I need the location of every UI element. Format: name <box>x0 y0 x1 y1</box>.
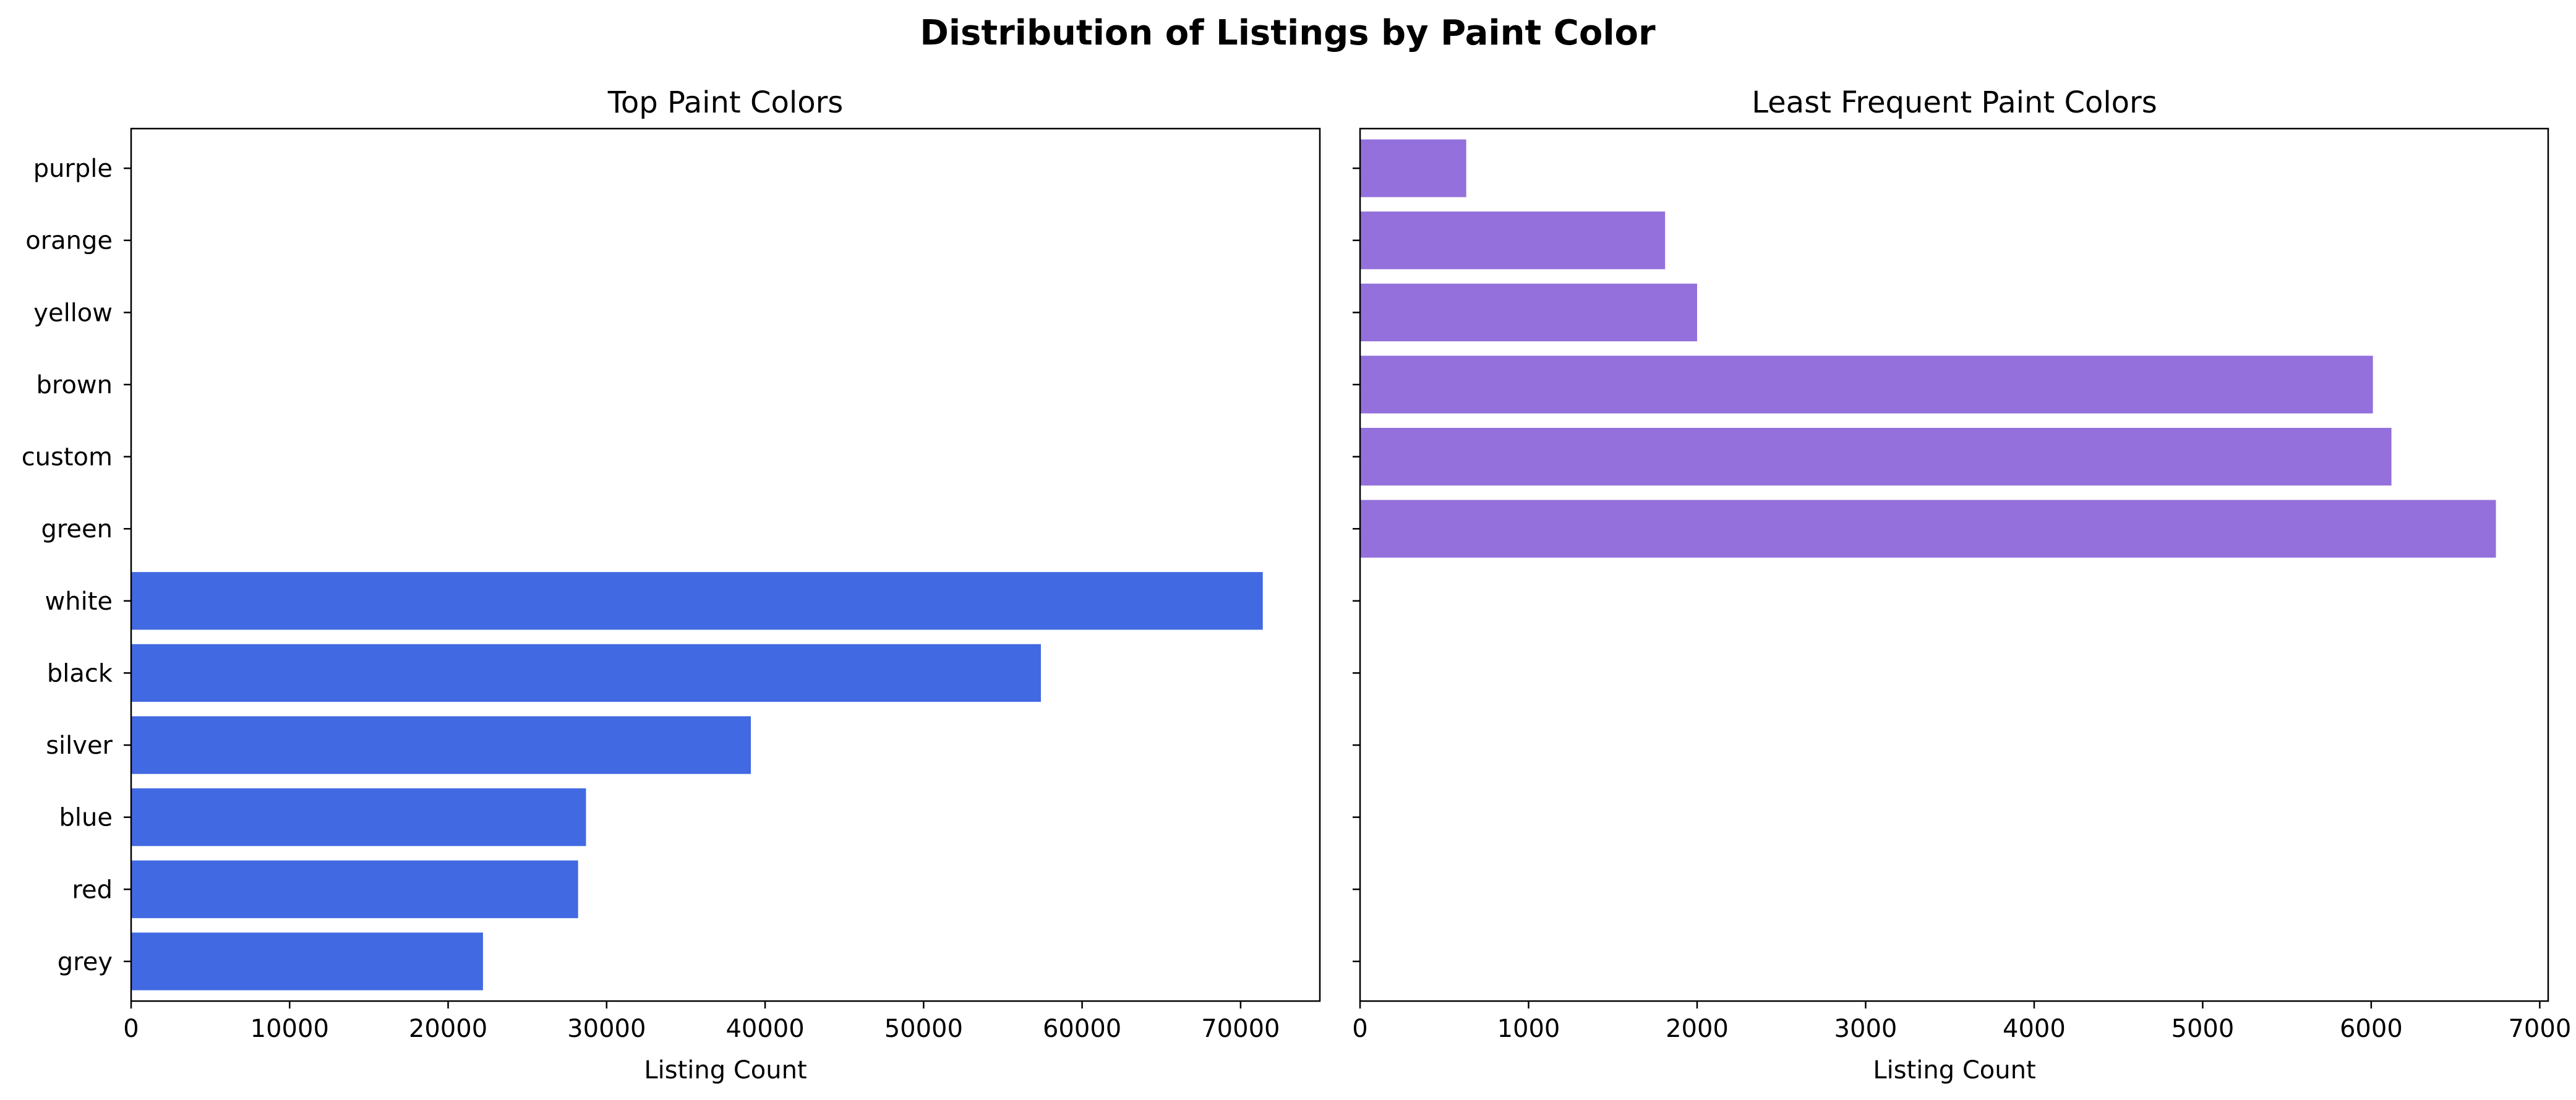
top-colors-xtick-label-40000: 40000 <box>725 1015 804 1043</box>
least-frequent-xlabel: Listing Count <box>1873 1056 2035 1085</box>
least-frequent-bar-custom <box>1360 427 2392 486</box>
top-colors-bar-red <box>131 860 578 918</box>
least-frequent-bar-yellow <box>1360 283 1697 342</box>
least-frequent-bar-brown <box>1360 356 2373 414</box>
least-frequent-xtick-label-1000: 1000 <box>1497 1015 1560 1043</box>
top-colors-panel: Top Paint Colors Listing Count grey red bl… <box>22 85 1321 1085</box>
least-frequent-axes-frame <box>1359 127 2549 1002</box>
top-colors-xtick-label-10000: 10000 <box>250 1015 329 1043</box>
ytick-label-red: red <box>72 876 113 904</box>
ytick-label-purple: purple <box>33 155 113 183</box>
top-colors-title: Top Paint Colors <box>607 85 844 120</box>
top-colors-bar-white <box>131 572 1263 630</box>
top-colors-xtick-label-60000: 60000 <box>1043 1015 1121 1043</box>
top-colors-bar-blue <box>131 788 586 846</box>
least-frequent-xtick-label-0: 0 <box>1352 1015 1367 1043</box>
least-frequent-marks: 0 1000 2000 3000 4000 5000 6000 7000 <box>1352 127 2571 1043</box>
ytick-label-green: green <box>41 515 113 544</box>
ytick-label-yellow: yellow <box>33 299 113 327</box>
figure-title: Distribution of Listings by Paint Color <box>920 13 1656 53</box>
ytick-label-custom: custom <box>22 443 113 472</box>
least-frequent-xtick-label-7000: 7000 <box>2508 1015 2571 1043</box>
ytick-label-silver: silver <box>46 731 113 760</box>
least-frequent-bar-green <box>1360 500 2496 558</box>
top-colors-marks: grey red blue silver black white green custom br… <box>22 127 1321 1043</box>
least-frequent-bar-purple <box>1360 139 1466 197</box>
top-colors-xtick-label-30000: 30000 <box>567 1015 646 1043</box>
top-colors-xtick-label-0: 0 <box>123 1015 139 1043</box>
ytick-label-white: white <box>45 587 113 616</box>
least-frequent-xtick-label-5000: 5000 <box>2172 1015 2235 1043</box>
top-colors-bar-silver <box>131 716 751 774</box>
least-frequent-xtick-label-3000: 3000 <box>1834 1015 1898 1043</box>
top-colors-xtick-label-70000: 70000 <box>1201 1015 1280 1043</box>
least-frequent-xtick-label-2000: 2000 <box>1666 1015 1729 1043</box>
top-colors-bar-grey <box>131 932 483 991</box>
least-frequent-panel: Least Frequent Paint Colors Listing Coun… <box>1352 85 2571 1085</box>
top-colors-axes-frame <box>130 127 1321 1002</box>
ytick-label-brown: brown <box>36 371 113 399</box>
ytick-label-grey: grey <box>58 948 113 976</box>
least-frequent-bar-orange <box>1360 211 1666 270</box>
ytick-label-orange: orange <box>25 227 113 255</box>
top-colors-xtick-label-20000: 20000 <box>409 1015 487 1043</box>
top-colors-xlabel: Listing Count <box>644 1056 807 1085</box>
least-frequent-xtick-label-6000: 6000 <box>2340 1015 2403 1043</box>
least-frequent-xtick-label-4000: 4000 <box>2003 1015 2066 1043</box>
ytick-label-blue: blue <box>59 804 113 832</box>
ytick-label-black: black <box>47 659 113 688</box>
top-colors-bar-black <box>131 644 1041 702</box>
top-colors-xtick-label-50000: 50000 <box>884 1015 963 1043</box>
least-frequent-title: Least Frequent Paint Colors <box>1752 85 2157 120</box>
